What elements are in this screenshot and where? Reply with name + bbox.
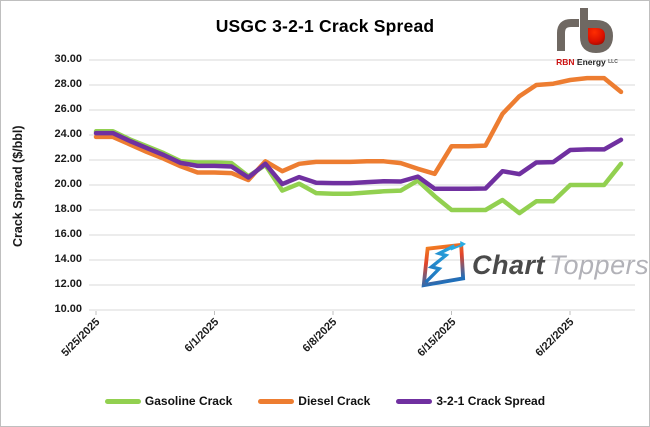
rbn-pipe-b [580,8,614,54]
charttoppers-zigzag [424,244,456,284]
legend-label-gasoline-crack: Gasoline Crack [144,394,233,408]
charttoppers-word1: Chart [472,249,546,280]
legend-swatch-gasoline-crack [104,398,141,404]
rbn-energy-logo-text: RBN Energy LLC [541,57,633,67]
legend-item-gasoline-crack: Gasoline Crack [104,394,233,408]
charttoppers-arrow-shaft [450,243,463,251]
diesel-crack-line [93,75,624,183]
y-tick-label: 10.00 [54,303,82,315]
y-tick-label: 18.00 [54,203,82,215]
y-tick-label: 20.00 [54,178,82,190]
y-tick-label: 24.00 [54,128,82,140]
legend-swatch-diesel-crack [258,398,295,404]
charttoppers-arrow-head [460,241,466,248]
charttoppers-square [421,242,466,288]
charttoppers-watermark: Chart Toppers [418,240,649,290]
legend-label-diesel-crack: Diesel Crack [298,394,371,408]
legend-item-diesel-crack: Diesel Crack [258,394,370,408]
rbn-logo-word-black: Energy [576,57,606,67]
chart-title: USGC 3-2-1 Crack Spread [215,16,435,36]
3-2-1-crack-spread-line [93,130,624,192]
legend-item-321-crack-spread: 3-2-1 Crack Spread [396,394,545,408]
y-tick-label: 26.00 [54,103,82,115]
y-tick-label: 28.00 [54,78,82,90]
charttoppers-logo-text: Chart Toppers [472,250,649,281]
rbn-energy-logo-mark [557,8,614,54]
legend-label-321-crack-spread: 3-2-1 Crack Spread [436,394,546,408]
y-tick-label: 30.00 [54,53,82,65]
legend: Gasoline Crack Diesel Crack 3-2-1 Crack … [1,391,649,411]
charttoppers-word2: Toppers [549,249,650,280]
charttoppers-logo-mark [421,241,466,288]
y-tick-label: 22.00 [54,153,82,165]
rbn-logo-suffix: LLC [608,59,618,65]
gasoline-crack-line [93,129,624,216]
rbn-energy-logo: RBN Energy LLC [541,6,633,68]
rbn-logo-word-red: RBN [556,57,575,67]
rbn-pipe-r [557,19,579,51]
y-tick-label: 14.00 [54,253,82,265]
legend-swatch-321-crack-spread [396,398,433,404]
y-tick-label: 16.00 [54,228,82,240]
y-tick-label: 12.00 [54,278,82,290]
